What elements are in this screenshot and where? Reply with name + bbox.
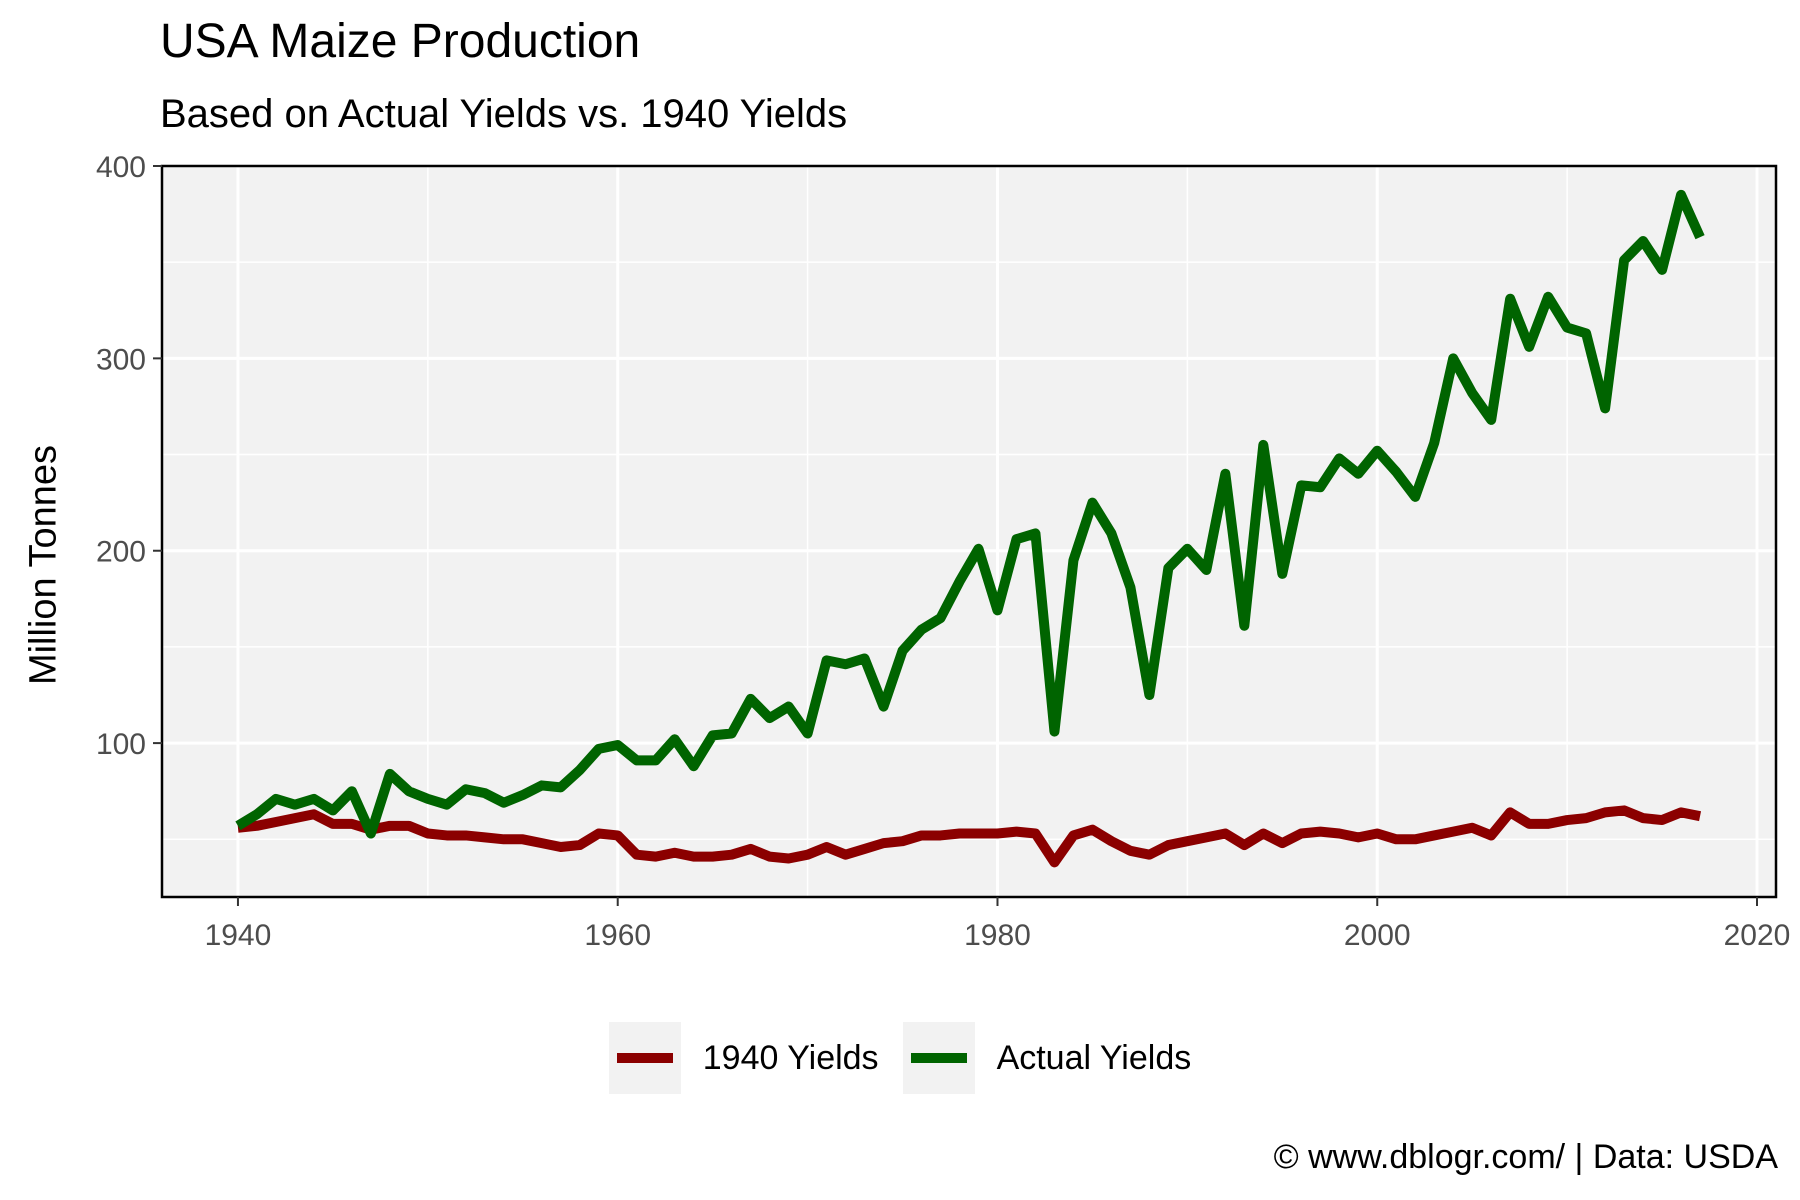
- y-tick-label: 100: [96, 728, 146, 761]
- legend-item: Actual Yields: [902, 1022, 1192, 1094]
- y-tick-label: 200: [96, 536, 146, 569]
- x-tick-label: 1940: [205, 919, 272, 952]
- line-chart: 1940 1960 1980 2000 2020 100 200 300 400: [96, 151, 1790, 952]
- plot-panel: [162, 166, 1776, 897]
- legend: 1940 Yields Actual Yields: [0, 1020, 1800, 1096]
- series-line-actual-yields: [235, 189, 1705, 839]
- x-tick-label: 2000: [1344, 919, 1411, 952]
- legend-swatch: [616, 1053, 673, 1063]
- x-tick-label: 2020: [1724, 919, 1791, 952]
- source-caption: © www.dblogr.com/ | Data: USDA: [1273, 1138, 1778, 1176]
- legend-item: 1940 Yields: [608, 1022, 879, 1094]
- plot-border: [160, 164, 1778, 899]
- legend-key: [902, 1022, 975, 1094]
- series-line-1940-yields: [237, 805, 1702, 868]
- legend-key: [608, 1022, 681, 1094]
- chart-subtitle: Based on Actual Yields vs. 1940 Yields: [160, 92, 848, 136]
- grid-lines: [162, 164, 1776, 897]
- y-tick-label: 300: [96, 343, 146, 376]
- x-tick-label: 1980: [964, 919, 1031, 952]
- legend-swatch: [910, 1053, 967, 1063]
- chart-title: USA Maize Production: [160, 15, 641, 68]
- series-lines: [235, 189, 1705, 868]
- axes: 1940 1960 1980 2000 2020 100 200 300 400: [96, 151, 1790, 952]
- legend-label: Actual Yields: [996, 1038, 1192, 1077]
- legend-label: 1940 Yields: [702, 1038, 879, 1077]
- y-tick-label: 400: [96, 151, 146, 184]
- x-tick-label: 1960: [584, 919, 651, 952]
